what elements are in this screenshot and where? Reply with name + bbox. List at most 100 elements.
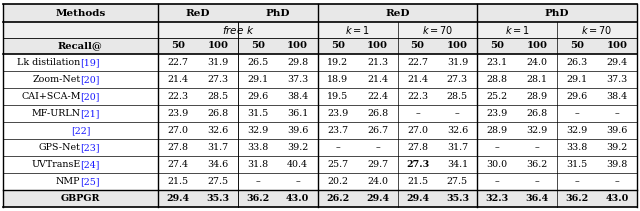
- Text: 26.8: 26.8: [207, 109, 228, 118]
- Text: [19]: [19]: [81, 58, 100, 67]
- Text: 27.0: 27.0: [168, 126, 188, 135]
- Text: –: –: [495, 143, 500, 152]
- Text: 25.2: 25.2: [487, 92, 508, 101]
- Text: 36.2: 36.2: [246, 194, 269, 203]
- Bar: [3, 105, 637, 122]
- Text: –: –: [455, 109, 460, 118]
- Bar: [3, 88, 637, 105]
- Text: [20]: [20]: [81, 92, 100, 101]
- Text: 26.8: 26.8: [527, 109, 548, 118]
- Bar: [3, 190, 637, 207]
- Text: 21.4: 21.4: [367, 75, 388, 84]
- Text: 21.5: 21.5: [168, 177, 189, 186]
- Text: 39.8: 39.8: [607, 160, 628, 169]
- Text: GPS-Net: GPS-Net: [38, 143, 81, 152]
- Text: 22.7: 22.7: [407, 58, 428, 67]
- Text: [23]: [23]: [81, 143, 100, 152]
- Text: 32.9: 32.9: [566, 126, 588, 135]
- Text: GBPGR: GBPGR: [61, 194, 100, 203]
- Text: 50: 50: [410, 42, 424, 50]
- Text: 100: 100: [367, 42, 388, 50]
- Text: 29.4: 29.4: [607, 58, 628, 67]
- Text: 31.9: 31.9: [207, 58, 228, 67]
- Text: 100: 100: [287, 42, 308, 50]
- Text: [25]: [25]: [81, 177, 100, 186]
- Text: 29.6: 29.6: [566, 92, 588, 101]
- Text: Zoom-Net: Zoom-Net: [33, 75, 81, 84]
- Text: 27.8: 27.8: [407, 143, 428, 152]
- Bar: [3, 156, 637, 173]
- Text: 21.4: 21.4: [168, 75, 188, 84]
- Text: 26.2: 26.2: [326, 194, 349, 203]
- Text: PhD: PhD: [266, 8, 290, 18]
- Text: 28.9: 28.9: [527, 92, 548, 101]
- Bar: [3, 38, 637, 54]
- Text: –: –: [335, 143, 340, 152]
- Text: 36.4: 36.4: [525, 194, 549, 203]
- Text: 31.7: 31.7: [447, 143, 468, 152]
- Text: 26.7: 26.7: [367, 126, 388, 135]
- Text: –: –: [575, 109, 579, 118]
- Text: 22.7: 22.7: [168, 58, 188, 67]
- Text: 32.3: 32.3: [486, 194, 509, 203]
- Text: 27.3: 27.3: [406, 160, 429, 169]
- Bar: [3, 54, 637, 71]
- Text: 27.5: 27.5: [447, 177, 468, 186]
- Text: 50: 50: [490, 42, 504, 50]
- Text: 30.0: 30.0: [487, 160, 508, 169]
- Text: 24.0: 24.0: [527, 58, 548, 67]
- Text: 32.6: 32.6: [207, 126, 228, 135]
- Text: NMP: NMP: [56, 177, 81, 186]
- Text: 43.0: 43.0: [286, 194, 309, 203]
- Text: 21.5: 21.5: [407, 177, 428, 186]
- Text: 39.2: 39.2: [287, 143, 308, 152]
- Text: MF-URLN: MF-URLN: [31, 109, 81, 118]
- Text: 50: 50: [171, 42, 185, 50]
- Text: 39.6: 39.6: [287, 126, 308, 135]
- Text: 29.1: 29.1: [247, 75, 268, 84]
- Text: 32.9: 32.9: [247, 126, 268, 135]
- Text: 27.5: 27.5: [207, 177, 228, 186]
- Text: 19.2: 19.2: [327, 58, 348, 67]
- Text: 33.8: 33.8: [247, 143, 268, 152]
- Text: 24.0: 24.0: [367, 177, 388, 186]
- Text: 38.4: 38.4: [287, 92, 308, 101]
- Text: 32.9: 32.9: [527, 126, 548, 135]
- Text: Recall@: Recall@: [58, 42, 103, 50]
- Text: [24]: [24]: [81, 160, 100, 169]
- Text: 28.1: 28.1: [527, 75, 548, 84]
- Text: 29.4: 29.4: [366, 194, 389, 203]
- Text: 23.9: 23.9: [167, 109, 189, 118]
- Text: Lk distilation: Lk distilation: [17, 58, 81, 67]
- Text: 28.5: 28.5: [447, 92, 468, 101]
- Text: 21.3: 21.3: [367, 58, 388, 67]
- Text: –: –: [614, 177, 620, 186]
- Text: UVTransE: UVTransE: [31, 160, 81, 169]
- Text: –: –: [375, 143, 380, 152]
- Text: 29.8: 29.8: [287, 58, 308, 67]
- Text: 33.8: 33.8: [566, 143, 588, 152]
- Text: 29.6: 29.6: [247, 92, 268, 101]
- Text: –: –: [575, 177, 579, 186]
- Text: 26.8: 26.8: [367, 109, 388, 118]
- Text: –: –: [295, 177, 300, 186]
- Bar: [3, 4, 637, 22]
- Bar: [3, 173, 637, 190]
- Text: 23.9: 23.9: [486, 109, 508, 118]
- Text: 100: 100: [607, 42, 628, 50]
- Text: 23.9: 23.9: [327, 109, 348, 118]
- Text: 38.4: 38.4: [607, 92, 628, 101]
- Bar: [3, 139, 637, 156]
- Text: 39.6: 39.6: [606, 126, 628, 135]
- Text: 35.3: 35.3: [446, 194, 469, 203]
- Text: $free\ k$: $free\ k$: [221, 24, 254, 36]
- Text: 19.5: 19.5: [327, 92, 348, 101]
- Text: [21]: [21]: [81, 109, 100, 118]
- Text: 21.4: 21.4: [407, 75, 428, 84]
- Text: CAI+SCA-M: CAI+SCA-M: [21, 92, 81, 101]
- Text: 100: 100: [447, 42, 468, 50]
- Text: 22.4: 22.4: [367, 92, 388, 101]
- Text: 37.3: 37.3: [287, 75, 308, 84]
- Text: ReD: ReD: [186, 8, 210, 18]
- Text: [20]: [20]: [81, 75, 100, 84]
